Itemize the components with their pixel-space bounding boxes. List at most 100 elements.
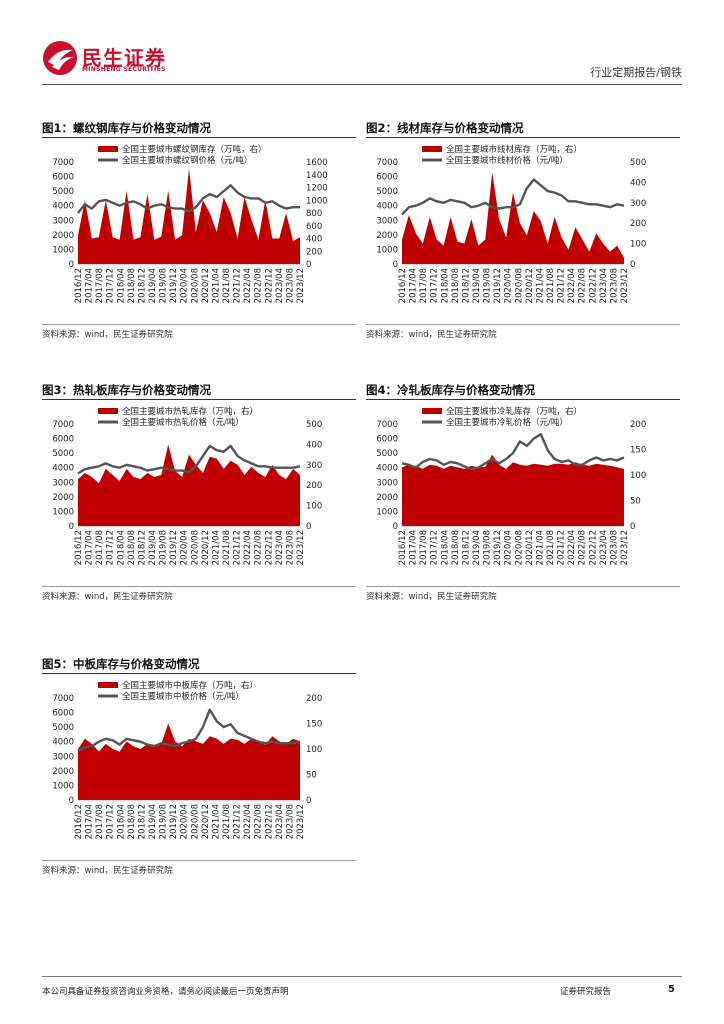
y-left-tick-label: 5000 — [52, 723, 74, 733]
source-divider — [366, 586, 680, 587]
x-tick-label: 2021/12 — [557, 268, 567, 303]
y-left-tick-label: 1000 — [376, 245, 398, 255]
y-left-tick-label: 1000 — [52, 245, 74, 255]
x-tick-label: 2021/12 — [557, 530, 567, 565]
y-left-tick-label: 2000 — [52, 493, 74, 503]
x-tick-label: 2023/12 — [296, 804, 306, 839]
x-tick-label: 2018/04 — [440, 530, 450, 565]
y-left-tick-label: 1000 — [52, 781, 74, 791]
x-tick-label: 2018/08 — [451, 268, 461, 303]
x-tick-label: 2019/12 — [169, 530, 179, 565]
x-tick-label: 2023/04 — [275, 804, 285, 839]
x-tick-label: 2017/08 — [419, 268, 429, 303]
x-tick-label: 2022/12 — [588, 268, 598, 303]
x-tick-label: 2020/04 — [180, 268, 190, 303]
x-tick-label: 2021/08 — [222, 530, 232, 565]
logo-text-cn: 民生证券 — [82, 46, 166, 70]
x-tick-label: 2020/04 — [504, 530, 514, 565]
y-right-tick-label: 1000 — [306, 196, 328, 206]
x-tick-label: 2018/08 — [451, 530, 461, 565]
x-tick-label: 2019/04 — [148, 268, 158, 303]
footer-report-label: 证券研究报告 — [560, 987, 612, 997]
title-divider — [42, 399, 356, 400]
y-right-tick-label: 100 — [306, 745, 322, 755]
x-tick-label: 2019/08 — [159, 804, 169, 839]
source-note: 资料来源：wind，民生证券研究院 — [42, 592, 173, 602]
y-right-tick-label: 50 — [630, 497, 641, 507]
chart-figure-3: 全国主要城市热轧库存（万吨，右）全国主要城市热轧价格（元/吨）010002000… — [52, 406, 322, 565]
x-tick-label: 2022/08 — [578, 268, 588, 303]
x-tick-label: 2023/12 — [620, 530, 630, 565]
x-tick-label: 2021/04 — [211, 530, 221, 565]
x-tick-label: 2023/04 — [275, 268, 285, 303]
source-note: 资料来源：wind，民生证券研究院 — [42, 866, 173, 876]
x-tick-label: 2020/08 — [190, 530, 200, 565]
source-note: 资料来源：wind，民生证券研究院 — [366, 592, 497, 602]
x-tick-label: 2020/04 — [180, 530, 190, 565]
y-left-tick-label: 5000 — [376, 449, 398, 459]
y-left-tick-label: 4000 — [52, 738, 74, 748]
y-right-tick-label: 200 — [306, 481, 322, 491]
x-tick-label: 2023/12 — [296, 530, 306, 565]
logo-text-en: MINSHENG SECURITIES — [82, 66, 166, 73]
x-tick-label: 2022/04 — [567, 530, 577, 565]
chart-figure-1: 全国主要城市螺纹钢库存（万吨，右）全国主要城市螺纹钢价格（元/吨） 0 1000 20… — [52, 144, 328, 303]
y-right-tick-label: 400 — [306, 235, 322, 245]
x-tick-label: 2017/12 — [106, 530, 116, 565]
x-tick-label: 2021/12 — [233, 530, 243, 565]
inventory-area-series — [78, 168, 300, 264]
x-tick-label: 2023/08 — [609, 530, 619, 565]
figure-title: 图1：螺纹钢库存与价格变动情况 — [42, 121, 211, 135]
x-tick-label: 2022/08 — [578, 530, 588, 565]
y-right-tick-label: 0 — [306, 260, 311, 270]
price-line-series — [401, 178, 625, 216]
x-tick-label: 2022/08 — [254, 530, 264, 565]
y-left-tick-label: 7000 — [376, 158, 398, 168]
x-tick-label: 2022/04 — [243, 268, 253, 303]
inventory-area-series — [78, 444, 300, 526]
y-right-tick-label: 300 — [630, 199, 646, 209]
x-tick-label: 2023/12 — [296, 268, 306, 303]
legend-label-inventory: 全国主要城市冷轧库存（万吨，右） — [446, 406, 582, 417]
x-tick-label: 2020/08 — [514, 530, 524, 565]
page-number: 5 — [668, 984, 675, 995]
legend-label-inventory: 全国主要城市线材库存（万吨，右） — [446, 144, 582, 155]
x-tick-label: 2016/12 — [74, 268, 84, 303]
inventory-area-series — [402, 454, 624, 526]
x-tick-label: 2020/12 — [525, 530, 535, 565]
legend-label-price: 全国主要城市中板价格（元/吨） — [122, 691, 244, 702]
legend-label-inventory: 全国主要城市螺纹钢库存（万吨，右） — [122, 144, 267, 155]
y-left-tick-label: 6000 — [376, 435, 398, 445]
x-tick-label: 2017/08 — [95, 804, 105, 839]
y-right-tick-label: 200 — [306, 694, 322, 704]
x-tick-label: 2016/12 — [398, 268, 408, 303]
x-tick-label: 2018/04 — [116, 268, 126, 303]
figure-4-panel: 图4：冷轧板库存与价格变动情况 全国主要城市冷轧库存（万吨，右） 全国主要城市冷轧… — [366, 382, 680, 604]
y-left-tick-label: 0 — [69, 796, 74, 806]
y-right-tick-label: 100 — [630, 471, 646, 481]
x-tick-label: 2017/04 — [85, 804, 95, 839]
x-tick-label: 2019/12 — [169, 804, 179, 839]
x-tick-label: 2021/08 — [546, 530, 556, 565]
x-tick-label: 2021/04 — [211, 268, 221, 303]
y-right-tick-label: 200 — [306, 247, 322, 257]
y-left-tick-label: 4000 — [376, 464, 398, 474]
y-right-tick-label: 500 — [630, 158, 646, 168]
y-left-tick-label: 2000 — [52, 767, 74, 777]
footer-disclaimer: 本公司具备证券投资咨询业务资格，请务必阅读最后一页免责声明 — [42, 987, 289, 997]
legend-label-price: 全国主要城市热轧价格（元/吨） — [122, 417, 244, 428]
x-tick-label: 2021/04 — [535, 530, 545, 565]
x-tick-label: 2018/12 — [137, 268, 147, 303]
x-tick-label: 2021/12 — [233, 268, 243, 303]
x-tick-label: 2016/12 — [74, 530, 84, 565]
x-tick-label: 2018/08 — [127, 268, 137, 303]
price-line-series — [77, 708, 301, 752]
legend-swatch-inventory — [98, 146, 118, 152]
legend-label-price: 全国主要城市线材价格（元/吨） — [446, 155, 568, 166]
y-left-tick-label: 5000 — [52, 449, 74, 459]
y-left-tick-label: 4000 — [52, 464, 74, 474]
x-tick-label: 2020/04 — [180, 804, 190, 839]
y-left-tick-label: 7000 — [52, 158, 74, 168]
source-divider — [42, 860, 356, 861]
x-tick-label: 2019/12 — [169, 268, 179, 303]
